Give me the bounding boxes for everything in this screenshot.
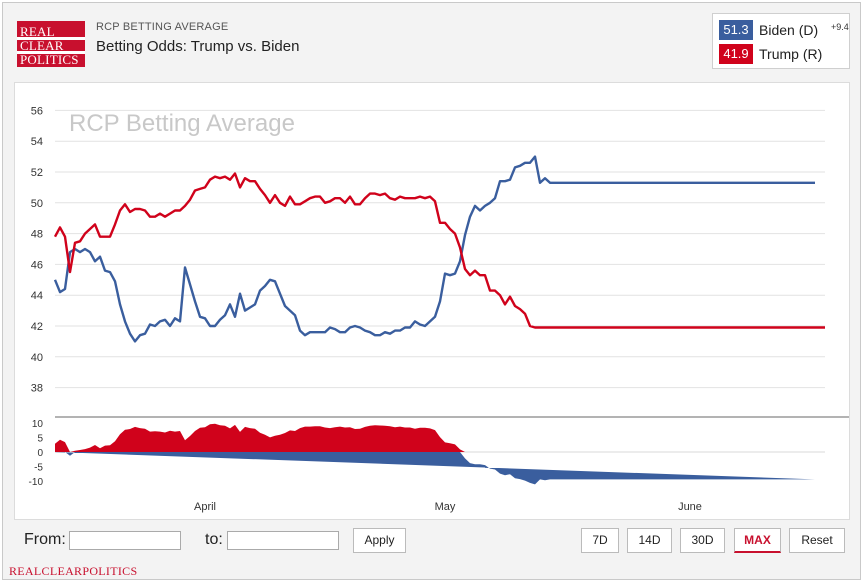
legend-box: 51.3 Biden (D) +9.4 41.9 Trump (R) bbox=[712, 13, 850, 69]
x-tick-label: May bbox=[435, 501, 456, 513]
footer-brand[interactable]: REALCLEARPOLITICS bbox=[9, 564, 138, 578]
range-max-button[interactable]: MAX bbox=[734, 528, 781, 553]
chart-kicker: RCP BETTING AVERAGE bbox=[96, 21, 229, 33]
logo-divider bbox=[17, 51, 85, 54]
spread-y-tick-label: 10 bbox=[32, 419, 44, 430]
y-tick-label: 52 bbox=[31, 167, 43, 179]
apply-button[interactable]: Apply bbox=[353, 528, 406, 553]
betting-odds-chart: RCP Betting Average 38404244464850525456… bbox=[29, 105, 849, 513]
trump-series-line bbox=[53, 172, 825, 329]
y-tick-label: 54 bbox=[31, 136, 43, 148]
spread-y-tick-label: -10 bbox=[29, 477, 44, 488]
range-14d-button[interactable]: 14D bbox=[627, 528, 672, 553]
reset-button[interactable]: Reset bbox=[789, 528, 845, 553]
y-tick-label: 42 bbox=[31, 321, 43, 333]
y-tick-label: 48 bbox=[31, 229, 43, 241]
range-7d-button[interactable]: 7D bbox=[581, 528, 619, 553]
from-label: From: bbox=[24, 531, 66, 548]
logo-line-2: CLEAR bbox=[20, 38, 64, 53]
x-axis-ticks: April May June bbox=[194, 501, 702, 513]
grid-lines bbox=[55, 109, 849, 453]
to-date-input[interactable] bbox=[227, 531, 339, 550]
trump-label: Trump (R) bbox=[759, 46, 823, 62]
y-tick-label: 38 bbox=[31, 383, 43, 395]
to-label: to: bbox=[205, 531, 223, 548]
y-tick-label: 44 bbox=[31, 290, 43, 302]
chart-title: Betting Odds: Trump vs. Biden bbox=[96, 38, 300, 55]
spread-y-tick-label: -5 bbox=[34, 463, 43, 474]
range-30d-button[interactable]: 30D bbox=[680, 528, 725, 553]
plot-area: RCP Betting Average 38 40 42 44 46 48 50 52 54 56… bbox=[14, 82, 850, 520]
biden-value-badge: 51.3 bbox=[719, 20, 753, 40]
x-tick-label: April bbox=[194, 501, 216, 513]
spread-area-trump-lead bbox=[55, 423, 815, 452]
series-lines bbox=[53, 155, 825, 343]
y-tick-label: 56 bbox=[31, 105, 43, 117]
trump-value-badge: 41.9 bbox=[719, 44, 753, 64]
spread-area-biden-lead bbox=[55, 452, 815, 485]
logo-line-3: POLITICS bbox=[20, 52, 79, 67]
y-tick-label: 50 bbox=[31, 198, 43, 210]
spread-value: +9.4 bbox=[831, 22, 849, 32]
y-tick-label: 40 bbox=[31, 352, 43, 364]
from-date-input[interactable] bbox=[69, 531, 181, 550]
biden-label: Biden (D) bbox=[759, 22, 819, 38]
spread-y-tick-label: 0 bbox=[37, 448, 43, 459]
biden-series-line bbox=[53, 155, 815, 343]
logo-line-1: REAL bbox=[20, 24, 55, 39]
date-controls: From: to: Apply 7D 14D 30D MAX Reset bbox=[14, 522, 850, 560]
rcp-logo[interactable]: REAL CLEAR POLITICS bbox=[17, 21, 85, 67]
y-tick-label: 46 bbox=[31, 259, 43, 271]
x-tick-label: June bbox=[678, 501, 702, 513]
chart-watermark: RCP Betting Average bbox=[69, 110, 295, 137]
logo-divider bbox=[17, 37, 85, 40]
spread-y-tick-label: 5 bbox=[37, 433, 43, 444]
spread-chart bbox=[55, 423, 815, 485]
